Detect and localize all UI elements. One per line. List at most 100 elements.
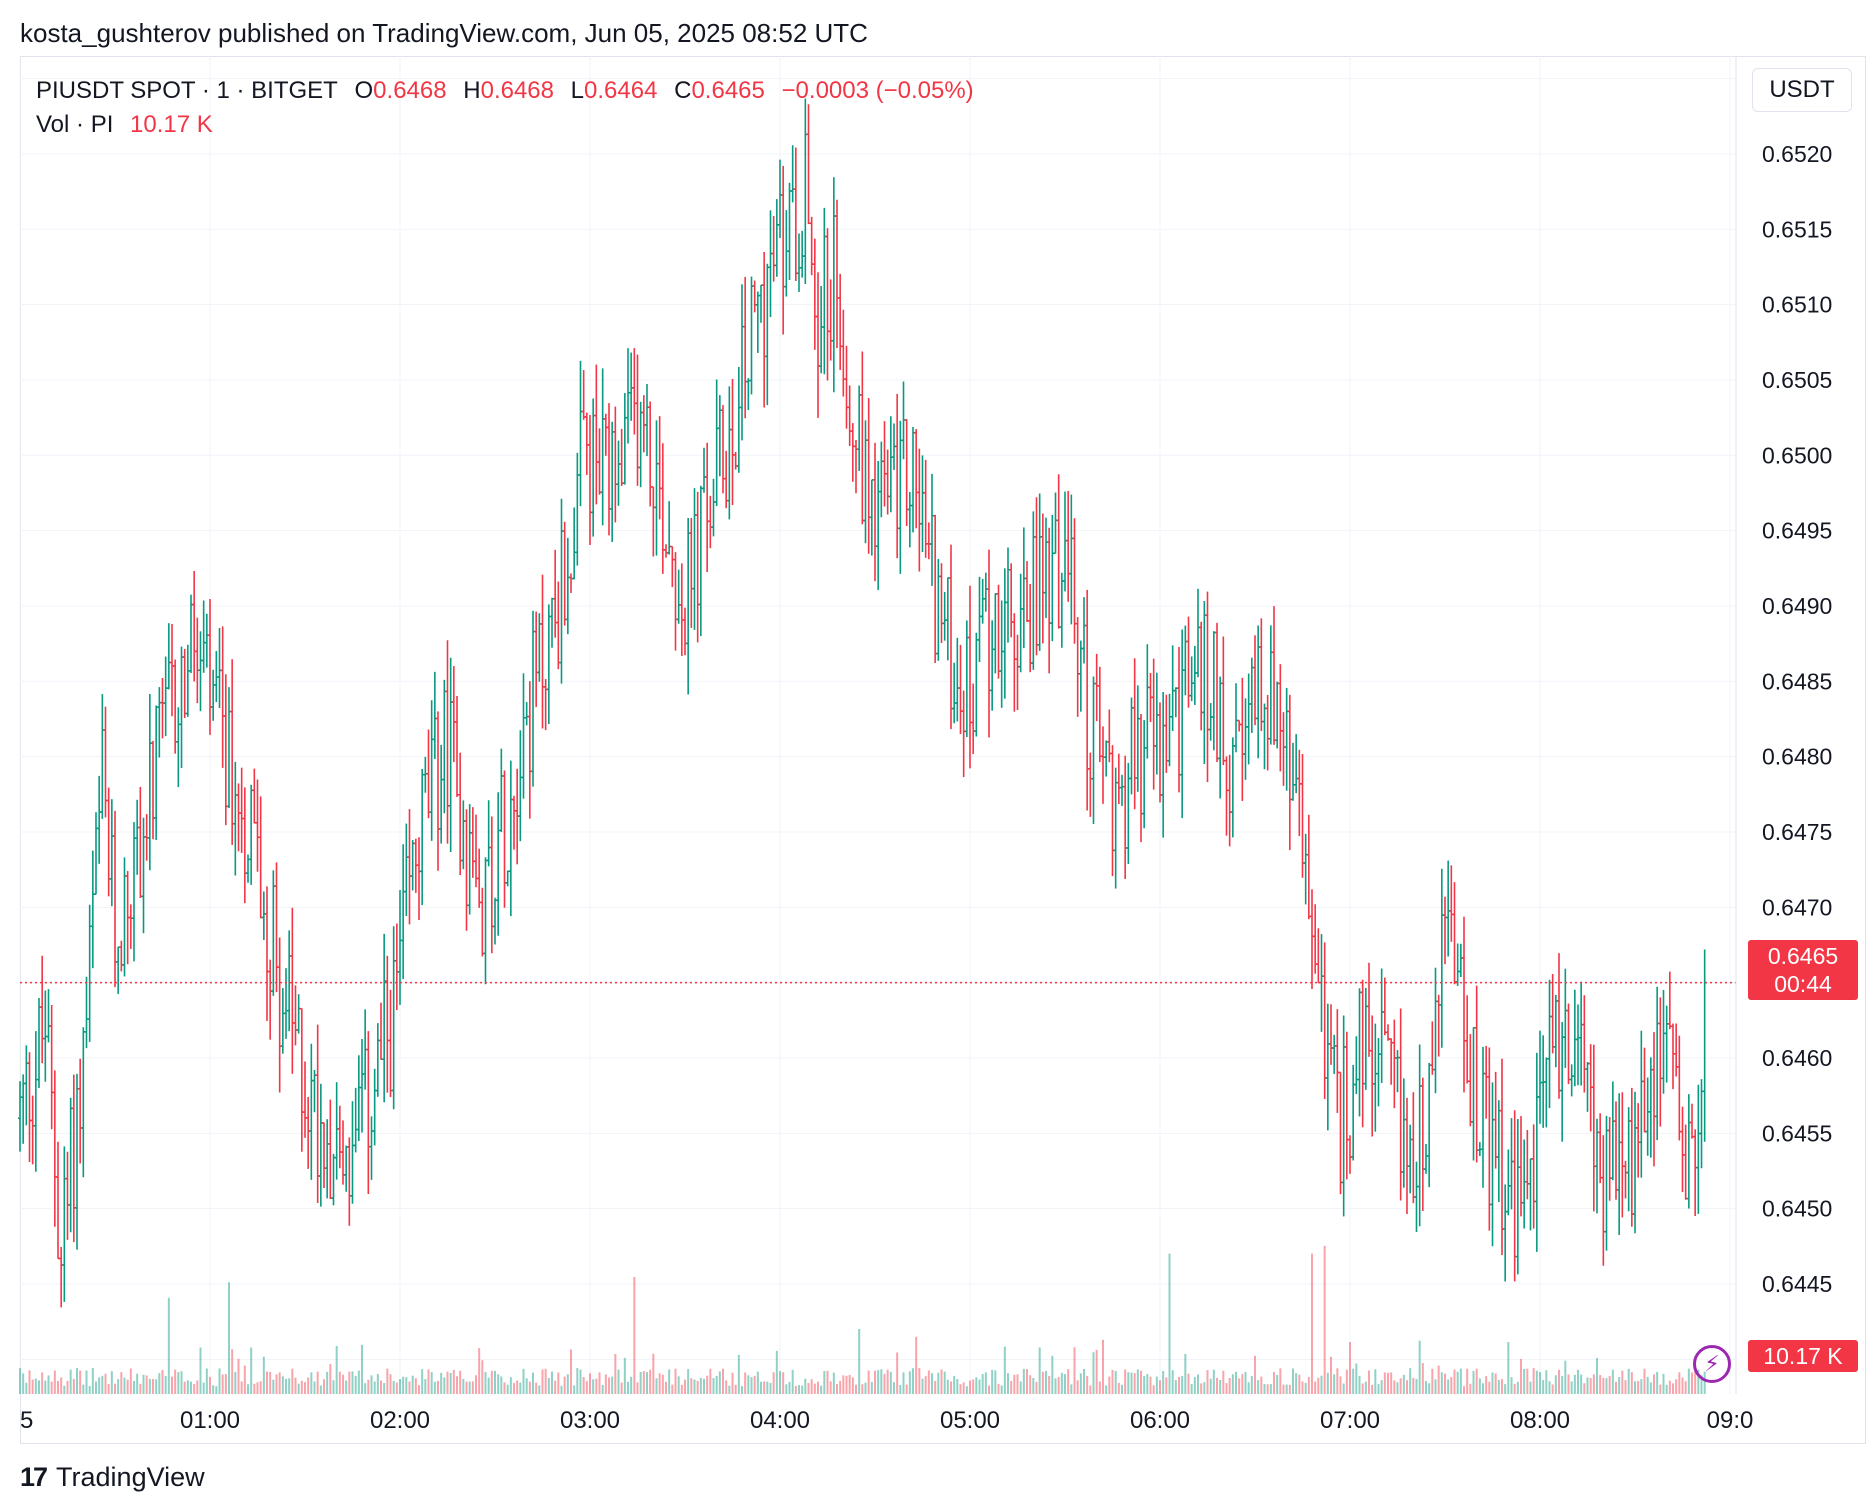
volume-bar <box>1244 1371 1247 1394</box>
volume-bar <box>60 1377 63 1394</box>
volume-bar <box>1067 1369 1070 1394</box>
publish-caption: kosta_gushterov published on TradingView… <box>20 18 868 48</box>
volume-bar <box>1260 1376 1263 1394</box>
volume-bar <box>988 1385 990 1394</box>
volume-bar <box>199 1347 202 1394</box>
volume-bar <box>1184 1353 1187 1394</box>
lightning-icon[interactable]: ⚡ <box>1693 1345 1731 1383</box>
volume-bar <box>1105 1385 1108 1394</box>
volume-bar <box>224 1374 227 1394</box>
volume-bar <box>399 1379 401 1394</box>
volume-bar <box>1409 1368 1412 1394</box>
volume-bar <box>1254 1355 1256 1394</box>
grid-layer <box>19 56 1736 1394</box>
volume-bar <box>110 1371 113 1394</box>
volume-bar <box>528 1381 531 1394</box>
volume-bar <box>1396 1382 1399 1394</box>
volume-bar <box>1621 1370 1624 1394</box>
volume-bar <box>661 1374 664 1394</box>
volume-bar <box>313 1381 316 1394</box>
volume-bar <box>1216 1377 1218 1394</box>
volume-bar <box>566 1374 569 1394</box>
volume-bar <box>1605 1378 1608 1394</box>
volume-bar <box>1554 1375 1557 1394</box>
volume-bar <box>177 1372 180 1394</box>
volume-bar <box>471 1381 474 1394</box>
volume-bar <box>886 1369 889 1394</box>
volume-bar <box>1197 1374 1199 1394</box>
tradingview-brand[interactable]: 17 TradingView <box>20 1462 205 1493</box>
volume-bar <box>1206 1370 1209 1394</box>
volume-bar <box>1466 1368 1469 1394</box>
volume-bar <box>956 1379 959 1394</box>
volume-bar <box>345 1380 348 1394</box>
volume-bar <box>671 1384 674 1394</box>
currency-button[interactable]: USDT <box>1752 68 1852 112</box>
volume-bar <box>687 1369 690 1394</box>
volume-bar <box>1010 1380 1013 1394</box>
volume-bars <box>19 1245 1706 1394</box>
volume-bar <box>180 1371 183 1394</box>
volume-bar <box>1592 1374 1595 1394</box>
volume-bar <box>1130 1372 1133 1394</box>
volume-bar <box>636 1382 639 1394</box>
volume-label[interactable]: Vol · PI <box>36 111 114 138</box>
volume-bar <box>1041 1371 1044 1394</box>
volume-bar <box>323 1379 325 1394</box>
volume-bar <box>164 1376 167 1394</box>
volume-bar <box>300 1380 303 1394</box>
volume-bar <box>1181 1376 1184 1394</box>
volume-bar <box>1276 1374 1279 1394</box>
volume-bar <box>1092 1352 1095 1394</box>
volume-value: 10.17 K <box>130 111 213 138</box>
volume-bar <box>329 1364 332 1394</box>
volume-bar <box>490 1370 493 1394</box>
volume-bar <box>212 1385 215 1394</box>
volume-bar <box>1415 1378 1418 1394</box>
volume-bar <box>1114 1370 1117 1394</box>
volume-bar <box>1681 1377 1684 1394</box>
volume-bar <box>98 1377 101 1394</box>
volume-bar <box>813 1383 816 1394</box>
volume-bar <box>595 1378 598 1394</box>
volume-bar <box>1564 1360 1567 1394</box>
volume-bar <box>820 1385 823 1394</box>
volume-bar <box>392 1380 395 1394</box>
volume-bar <box>1165 1377 1168 1394</box>
symbol-label[interactable]: PIUSDT SPOT · 1 · BITGET <box>36 77 338 104</box>
price-tick-label: 0.6480 <box>1762 744 1832 770</box>
volume-bar <box>1200 1383 1203 1394</box>
volume-bar <box>579 1369 582 1394</box>
volume-bar <box>1238 1378 1241 1394</box>
volume-bar <box>468 1381 471 1394</box>
volume-bar <box>791 1369 794 1394</box>
volume-bar <box>696 1380 699 1394</box>
volume-bar <box>1228 1377 1231 1394</box>
volume-bar <box>133 1380 135 1394</box>
volume-bar <box>538 1385 541 1394</box>
volume-bar <box>167 1297 170 1394</box>
volume-bar <box>1222 1370 1225 1394</box>
volume-bar <box>893 1382 895 1394</box>
volume-bar <box>440 1372 443 1394</box>
volume-bar <box>652 1353 655 1394</box>
volume-bar <box>753 1375 756 1394</box>
volume-bar <box>570 1349 572 1394</box>
volume-bar <box>1273 1372 1275 1394</box>
volume-bar <box>940 1369 943 1394</box>
volume-bar <box>889 1371 892 1394</box>
volume-bar <box>1577 1369 1579 1394</box>
volume-bar <box>1653 1374 1655 1394</box>
volume-bar <box>1450 1377 1453 1394</box>
volume-bar <box>535 1382 538 1394</box>
volume-bar <box>1431 1368 1434 1394</box>
volume-bar <box>1583 1383 1586 1394</box>
volume-bar <box>1390 1372 1393 1394</box>
volume-bar <box>123 1377 126 1394</box>
volume-bar <box>1022 1368 1025 1394</box>
volume-bar <box>1656 1371 1659 1394</box>
volume-bar <box>728 1385 731 1394</box>
volume-bar <box>874 1370 876 1394</box>
volume-bar <box>1266 1384 1269 1394</box>
